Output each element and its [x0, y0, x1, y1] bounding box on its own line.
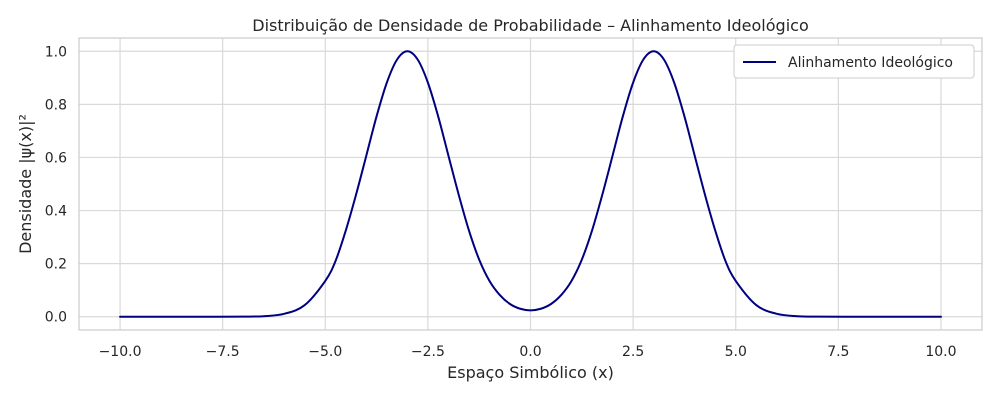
x-tick-label: −2.5	[411, 344, 445, 360]
chart-title: Distribuição de Densidade de Probabilida…	[252, 16, 808, 35]
legend-label: Alinhamento Ideológico	[788, 55, 953, 71]
series-line	[119, 50, 942, 318]
legend-box	[733, 44, 975, 79]
x-axis-ticks: −10.0 −7.5 −5.0 −2.5 0.0 2.5 5.0 7.5 10.0	[99, 344, 957, 360]
y-tick-label: 1.0	[45, 44, 67, 60]
y-tick-label: 0.2	[45, 257, 67, 273]
x-tick-label: 7.5	[827, 344, 849, 360]
series-layer	[119, 50, 942, 318]
y-tick-label: 0.4	[45, 204, 67, 220]
y-axis-ticks: 0.0 0.2 0.4 0.6 0.8 1.0	[45, 44, 67, 325]
y-axis-label: Densidade |ψ(x)|²	[16, 114, 35, 254]
x-tick-label: 10.0	[925, 344, 956, 360]
y-tick-label: 0.0	[45, 310, 67, 326]
x-tick-label: −7.5	[206, 344, 240, 360]
legend: Alinhamento Ideológico	[733, 44, 975, 79]
x-axis-label: Espaço Simbólico (x)	[447, 363, 614, 382]
y-tick-label: 0.6	[45, 150, 67, 166]
plot-frame	[78, 37, 983, 331]
x-tick-label: −10.0	[99, 344, 142, 360]
x-tick-label: 2.5	[622, 344, 644, 360]
y-tick-label: 0.8	[45, 97, 67, 113]
x-tick-label: 0.0	[519, 344, 541, 360]
x-tick-label: −5.0	[308, 344, 342, 360]
x-tick-label: 5.0	[725, 344, 747, 360]
